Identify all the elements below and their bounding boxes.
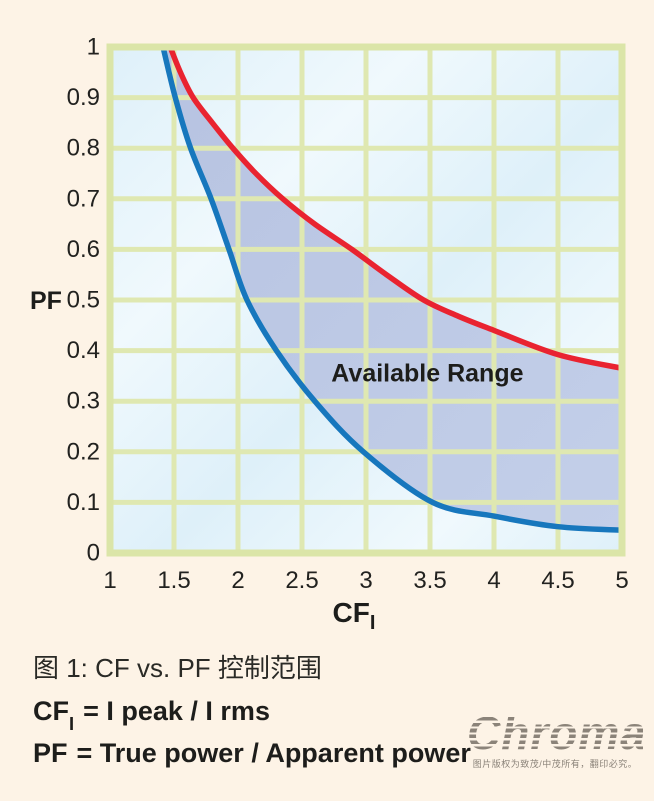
formula-pf-term: PF (33, 738, 68, 768)
svg-text:1: 1 (103, 567, 116, 594)
plot-frame (106, 43, 626, 557)
x-tick-labels: 1 1.5 2 2.5 3 3.5 4 4.5 5 (103, 567, 628, 594)
upper-limit-curve (167, 47, 622, 372)
figure-caption: 图 1: CF vs. PF 控制范围 (33, 653, 322, 683)
lower-limit-curve (160, 47, 622, 533)
formula-pf-definition: = True power / Apparent power (76, 738, 471, 768)
svg-text:0.2: 0.2 (67, 438, 100, 465)
chroma-logo-text: Chroma (467, 707, 647, 759)
svg-text:0.4: 0.4 (67, 337, 100, 364)
svg-text:3: 3 (359, 567, 372, 594)
formula-pf: PF = True power / Apparent power (33, 738, 471, 769)
svg-text:0.1: 0.1 (67, 489, 100, 516)
y-tick-labels: 1 0.9 0.8 0.7 0.6 0.5 0.4 0.3 0.2 0.1 0 (67, 34, 100, 567)
gridlines (110, 47, 622, 553)
cf-pf-chart: Available Range 1 0.9 0.8 0.7 0.6 0.5 0.4 0.3 0.2… (30, 34, 629, 635)
chart-canvas: Available Range 1 0.9 0.8 0.7 0.6 0.5 0.4 0.3 0.2… (30, 34, 629, 635)
formula-cf-subscript: I (69, 712, 75, 734)
svg-text:0.6: 0.6 (67, 236, 100, 263)
svg-text:1: 1 (87, 34, 100, 61)
formula-cf-term: CFI (33, 696, 75, 734)
svg-text:0.8: 0.8 (67, 135, 100, 162)
available-range-label: Available Range (331, 359, 523, 387)
svg-text:1.5: 1.5 (157, 567, 190, 594)
svg-text:4: 4 (487, 567, 500, 594)
x-axis-title: CFI (333, 597, 376, 634)
svg-text:0.9: 0.9 (67, 84, 100, 111)
svg-text:2.5: 2.5 (285, 567, 318, 594)
chroma-logo-tagline: 图片版权为致茂/中茂所有，翻印必究。 (472, 759, 638, 769)
formula-cf: CFI = I peak / I rms (33, 696, 270, 734)
svg-text:0.7: 0.7 (67, 185, 100, 212)
available-range-band (163, 47, 622, 531)
svg-text:0.3: 0.3 (67, 388, 100, 415)
y-axis-title: PF (30, 287, 62, 315)
svg-text:5: 5 (615, 567, 628, 594)
svg-text:2: 2 (231, 567, 244, 594)
formula-cf-definition: = I peak / I rms (83, 696, 270, 726)
svg-text:4.5: 4.5 (541, 567, 574, 594)
svg-text:0.5: 0.5 (67, 287, 100, 314)
svg-text:3.5: 3.5 (413, 567, 446, 594)
chroma-logo: Chroma 图片版权为致茂/中茂所有，翻印必究。 (467, 707, 647, 770)
svg-text:0: 0 (87, 540, 100, 567)
